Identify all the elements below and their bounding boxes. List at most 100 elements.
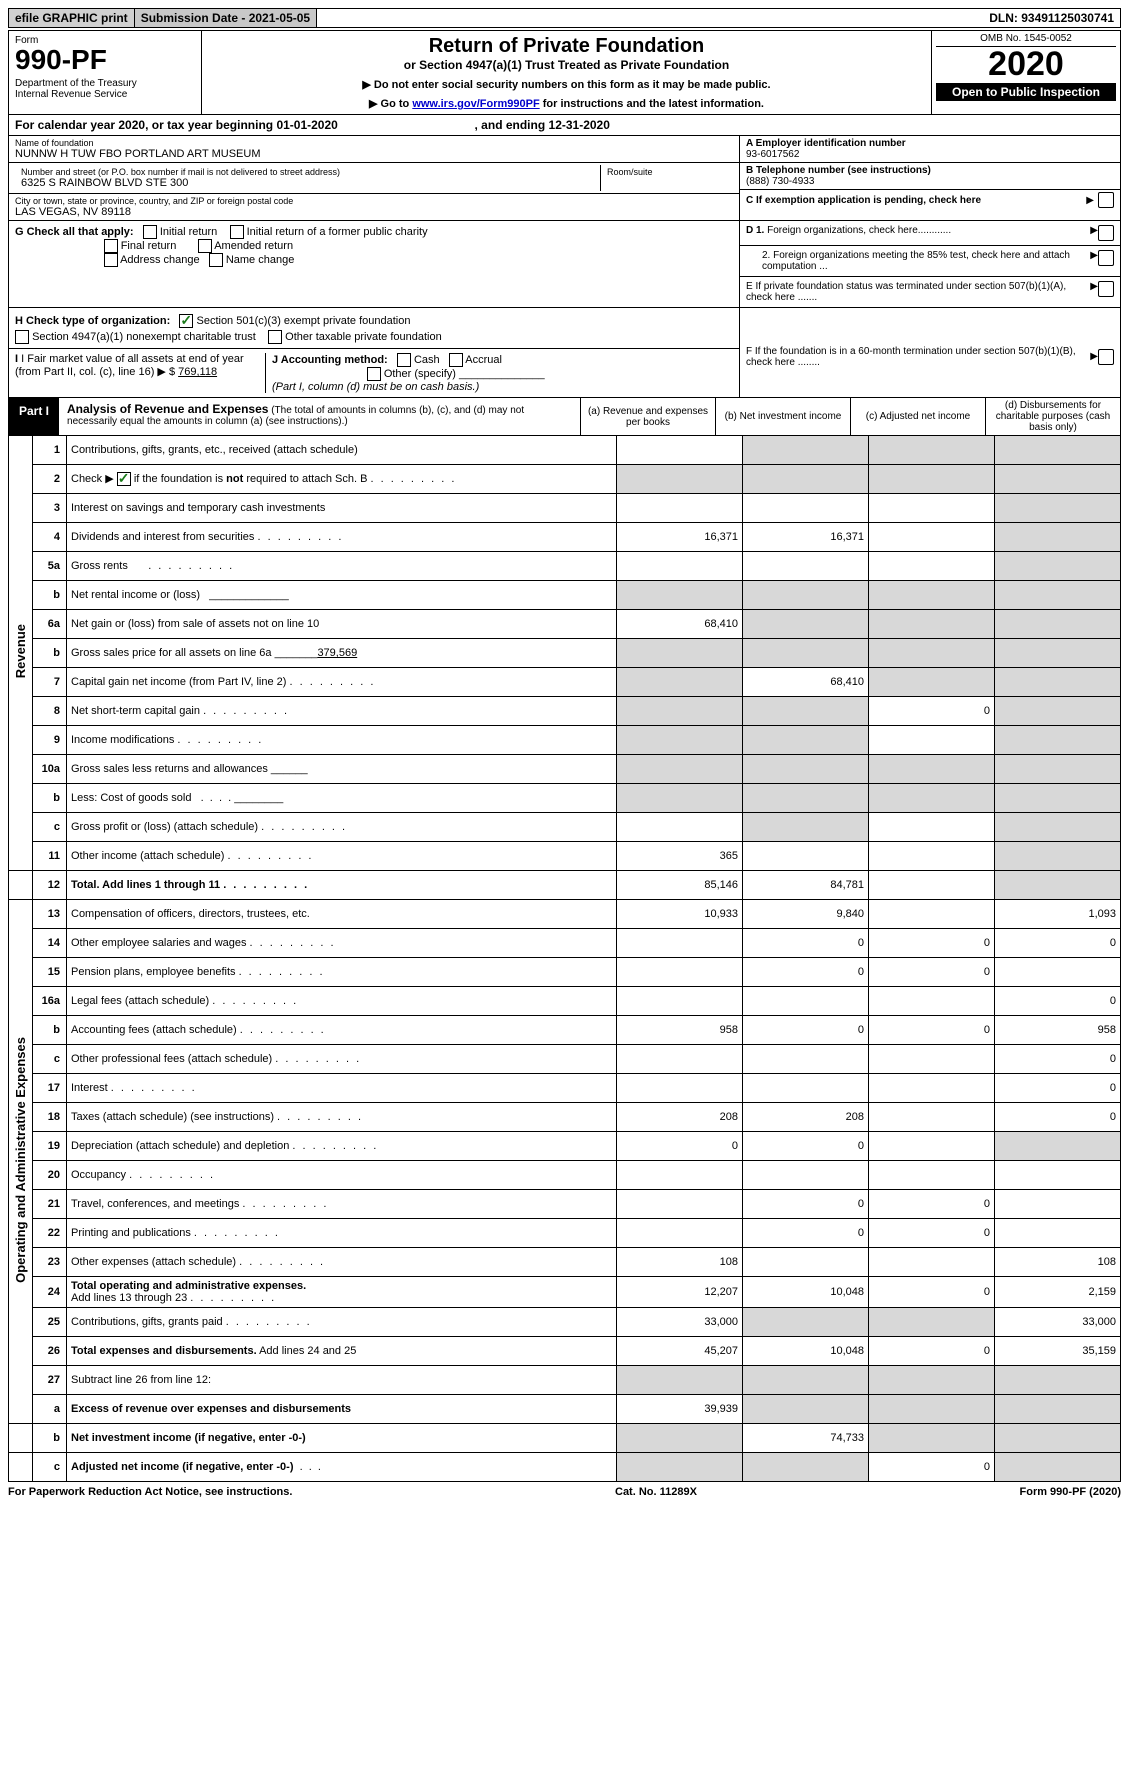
- footer-cat: Cat. No. 11289X: [615, 1486, 697, 1498]
- initial-return-checkbox[interactable]: [143, 225, 157, 239]
- row-27c: cAdjusted net income (if negative, enter…: [9, 1453, 1121, 1482]
- instr-2: ▶ Go to www.irs.gov/Form990PF for instru…: [210, 97, 923, 110]
- instructions-link[interactable]: www.irs.gov/Form990PF: [412, 98, 539, 110]
- row-27a: aExcess of revenue over expenses and dis…: [9, 1395, 1121, 1424]
- part1-desc: Analysis of Revenue and Expenses (The to…: [59, 398, 580, 435]
- row-12: 12Total. Add lines 1 through 11 85,14684…: [9, 871, 1121, 900]
- initial-former-checkbox[interactable]: [230, 225, 244, 239]
- addr-label: Number and street (or P.O. box number if…: [21, 167, 594, 177]
- amended-return-label: Amended return: [214, 240, 293, 252]
- row-1: Revenue 1Contributions, gifts, grants, e…: [9, 436, 1121, 465]
- form-number: 990-PF: [15, 46, 195, 74]
- row-2: 2 Check ▶ if the foundation is not requi…: [9, 465, 1121, 494]
- row-13: Operating and Administrative Expenses 13…: [9, 900, 1121, 929]
- col-d-head: (d) Disbursements for charitable purpose…: [985, 398, 1120, 435]
- address-change-label: Address change: [120, 254, 200, 266]
- accrual-label: Accrual: [465, 354, 502, 366]
- i-value: 769,118: [178, 366, 217, 378]
- city-label: City or town, state or province, country…: [15, 196, 733, 206]
- form-title: Return of Private Foundation: [210, 35, 923, 58]
- row-7: 7Capital gain net income (from Part IV, …: [9, 668, 1121, 697]
- calendar-year-row: For calendar year 2020, or tax year begi…: [8, 115, 1121, 136]
- ein-value: 93-6017562: [746, 149, 1114, 160]
- g-label: G Check all that apply:: [15, 226, 134, 238]
- row-18: 18Taxes (attach schedule) (see instructi…: [9, 1103, 1121, 1132]
- foundation-name: NUNNW H TUW FBO PORTLAND ART MUSEUM: [15, 148, 733, 160]
- address-change-checkbox[interactable]: [104, 253, 118, 267]
- efile-label: efile GRAPHIC print: [9, 9, 135, 27]
- row-24: 24Total operating and administrative exp…: [9, 1277, 1121, 1308]
- amended-return-checkbox[interactable]: [198, 239, 212, 253]
- row-5a: 5aGross rents: [9, 552, 1121, 581]
- j-label: J Accounting method:: [272, 354, 388, 366]
- foundation-info: Name of foundation NUNNW H TUW FBO PORTL…: [8, 136, 1121, 221]
- name-label: Name of foundation: [15, 138, 733, 148]
- row-20: 20Occupancy: [9, 1161, 1121, 1190]
- ein-label: A Employer identification number: [746, 138, 1114, 149]
- row-25: 25Contributions, gifts, grants paid 33,0…: [9, 1308, 1121, 1337]
- row-3: 3Interest on savings and temporary cash …: [9, 494, 1121, 523]
- row-14: 14Other employee salaries and wages 000: [9, 929, 1121, 958]
- d2-checkbox[interactable]: [1098, 250, 1114, 266]
- col-a-head: (a) Revenue and expenses per books: [580, 398, 715, 435]
- part1-label: Part I: [9, 398, 59, 435]
- j-note: (Part I, column (d) must be on cash basi…: [272, 381, 479, 393]
- row-16c: cOther professional fees (attach schedul…: [9, 1045, 1121, 1074]
- other-method-label: Other (specify): [384, 368, 456, 380]
- footer-left: For Paperwork Reduction Act Notice, see …: [8, 1486, 292, 1498]
- exemption-checkbox[interactable]: [1098, 192, 1114, 208]
- row-6a: 6aNet gain or (loss) from sale of assets…: [9, 610, 1121, 639]
- cal-end: , and ending 12-31-2020: [475, 118, 610, 132]
- d2-label: 2. Foreign organizations meeting the 85%…: [746, 250, 1090, 272]
- other-method-checkbox[interactable]: [367, 367, 381, 381]
- department: Department of the Treasury Internal Reve…: [15, 78, 195, 100]
- col-b-head: (b) Net investment income: [715, 398, 850, 435]
- row-11: 11Other income (attach schedule) 365: [9, 842, 1121, 871]
- 4947a1-checkbox[interactable]: [15, 330, 29, 344]
- f-label: F If the foundation is in a 60-month ter…: [746, 346, 1090, 368]
- instr2-post: for instructions and the latest informat…: [540, 98, 764, 110]
- instr2-pre: ▶ Go to: [369, 98, 412, 110]
- revenue-label: Revenue: [13, 624, 28, 678]
- f-checkbox[interactable]: [1098, 349, 1114, 365]
- final-return-label: Final return: [121, 240, 177, 252]
- e-checkbox[interactable]: [1098, 281, 1114, 297]
- row-10b: bLess: Cost of goods sold . . . . ______…: [9, 784, 1121, 813]
- form-header: Form 990-PF Department of the Treasury I…: [8, 30, 1121, 115]
- row-8: 8Net short-term capital gain 0: [9, 697, 1121, 726]
- section-hij: H Check type of organization: Section 50…: [8, 308, 1121, 398]
- 501c3-checkbox[interactable]: [179, 314, 193, 328]
- final-return-checkbox[interactable]: [104, 239, 118, 253]
- 501c3-label: Section 501(c)(3) exempt private foundat…: [196, 315, 410, 327]
- 4947a1-label: Section 4947(a)(1) nonexempt charitable …: [32, 331, 256, 343]
- part1-title: Analysis of Revenue and Expenses: [67, 402, 268, 416]
- row-27b: bNet investment income (if negative, ent…: [9, 1424, 1121, 1453]
- row-21: 21Travel, conferences, and meetings 00: [9, 1190, 1121, 1219]
- cal-begin: For calendar year 2020, or tax year begi…: [15, 118, 338, 132]
- part1-table: Revenue 1Contributions, gifts, grants, e…: [8, 436, 1121, 1482]
- h-label: H Check type of organization:: [15, 315, 170, 327]
- col-c-head: (c) Adjusted net income: [850, 398, 985, 435]
- phone-label: B Telephone number (see instructions): [746, 165, 1114, 176]
- initial-former-label: Initial return of a former public charit…: [247, 226, 428, 238]
- form-subtitle: or Section 4947(a)(1) Trust Treated as P…: [210, 58, 923, 72]
- tax-year: 2020: [936, 47, 1116, 81]
- name-change-label: Name change: [226, 254, 295, 266]
- e-label: E If private foundation status was termi…: [746, 281, 1090, 303]
- row-4: 4Dividends and interest from securities …: [9, 523, 1121, 552]
- d1-checkbox[interactable]: [1098, 225, 1114, 241]
- initial-return-label: Initial return: [160, 226, 217, 238]
- name-change-checkbox[interactable]: [209, 253, 223, 267]
- other-taxable-label: Other taxable private foundation: [285, 331, 442, 343]
- schb-checkbox[interactable]: [117, 472, 131, 486]
- row-23: 23Other expenses (attach schedule) 10810…: [9, 1248, 1121, 1277]
- accrual-checkbox[interactable]: [449, 353, 463, 367]
- other-taxable-checkbox[interactable]: [268, 330, 282, 344]
- row-10a: 10aGross sales less returns and allowanc…: [9, 755, 1121, 784]
- cash-label: Cash: [414, 354, 440, 366]
- row-27: 27Subtract line 26 from line 12:: [9, 1366, 1121, 1395]
- row-26: 26Total expenses and disbursements. Add …: [9, 1337, 1121, 1366]
- cash-checkbox[interactable]: [397, 353, 411, 367]
- submission-date: Submission Date - 2021-05-05: [135, 9, 317, 27]
- d1-label: D 1. Foreign organizations, check here..…: [746, 225, 1090, 241]
